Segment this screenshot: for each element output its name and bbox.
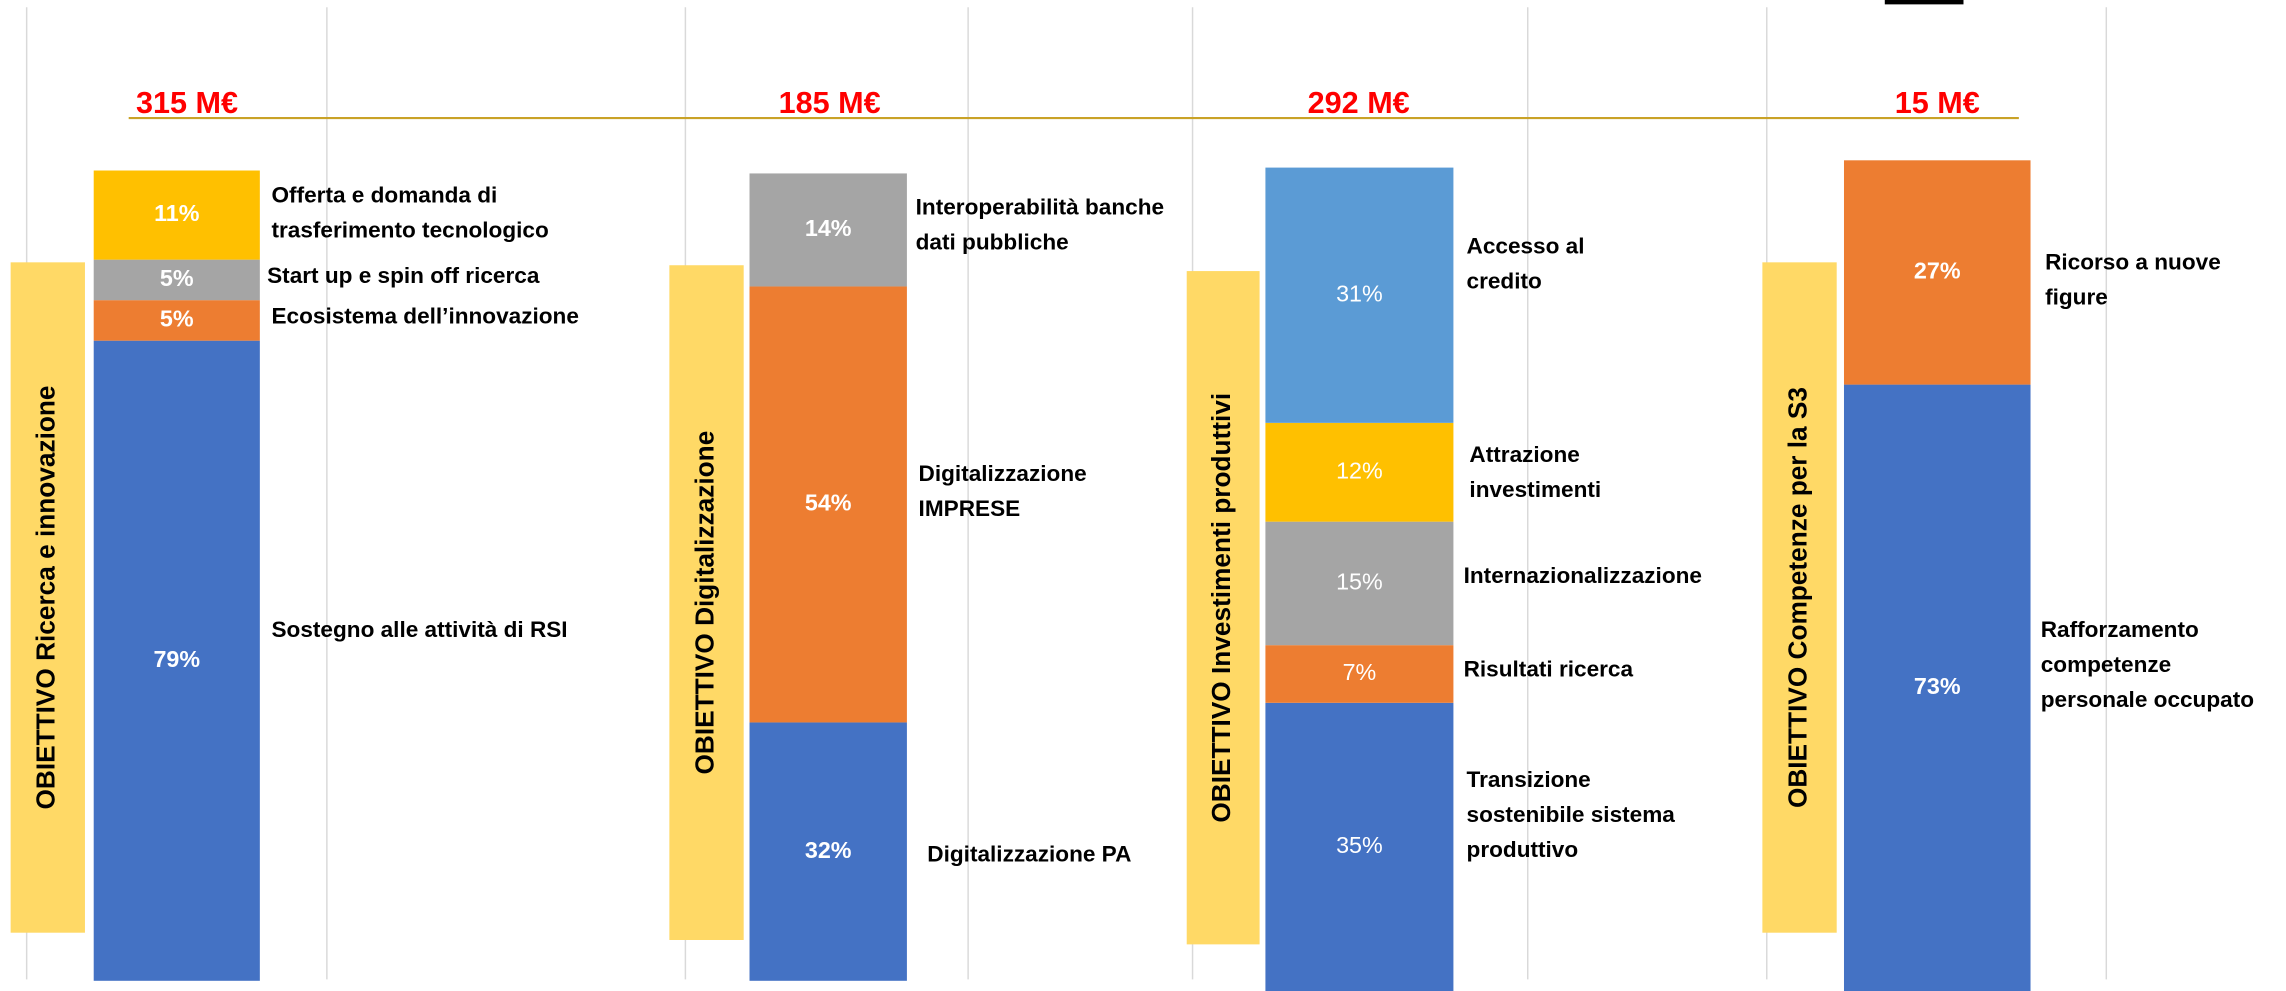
segment-label: figure: [2045, 285, 2108, 310]
value-label: 54%: [805, 490, 852, 516]
segment-label: Sostegno alle attività di RSI: [272, 617, 568, 642]
value-label: 7%: [1343, 659, 1377, 685]
value-label: 35%: [1336, 832, 1383, 858]
bar-segment: [1265, 521, 1454, 646]
objective-label: OBIETTIVO Competenze per la S3: [1782, 387, 1812, 808]
bar-segment: [1843, 160, 2031, 385]
bar-segment: [1265, 167, 1454, 423]
value-label: 5%: [160, 306, 194, 332]
segment-label: Interoperabilità banche: [916, 194, 1164, 219]
bar-segment: [749, 286, 907, 723]
segment-label: Internazionalizzazione: [1464, 563, 1702, 588]
segment-label: sostenibile sistema: [1467, 802, 1676, 827]
value-label: 32%: [805, 837, 852, 863]
segment-label: Offerta e domanda di: [272, 183, 498, 208]
objective-label: OBIETTIVO Ricerca e innovazione: [31, 386, 61, 810]
value-label: 14%: [805, 215, 852, 241]
segment-label: Digitalizzazione: [919, 461, 1087, 486]
segment-label: Transizione: [1467, 767, 1591, 792]
segment-label: Ricorso a nuove: [2045, 250, 2221, 275]
value-label: 73%: [1914, 673, 1961, 699]
value-label: 12%: [1336, 457, 1383, 483]
segment-label: dati pubbliche: [916, 229, 1069, 254]
value-label: 11%: [154, 200, 200, 226]
chart-title: 315 M€: [136, 86, 238, 120]
bar-segment: [93, 300, 260, 341]
segment-label: Rafforzamento: [2041, 617, 2199, 642]
segment-label: produttivo: [1467, 837, 1579, 862]
segment-label: credito: [1467, 269, 1542, 294]
bar-segment: [1265, 645, 1454, 703]
bar-segment: [749, 173, 907, 287]
segment-label: Attrazione: [1469, 442, 1579, 467]
bar-segment: [1265, 702, 1454, 991]
objective-box: [1186, 271, 1260, 945]
bar-segment: [749, 722, 907, 981]
value-label: 79%: [153, 646, 200, 672]
objective-box: [669, 265, 744, 940]
chart-title: 292 M€: [1308, 86, 1410, 120]
segment-label: investimenti: [1469, 477, 1601, 502]
segment-label: Accesso al: [1467, 234, 1585, 259]
bar-segment: [93, 340, 260, 981]
objective-box: [1762, 262, 1837, 933]
segment-label: IMPRESE: [919, 496, 1021, 521]
segment-label: Ecosistema dell’innovazione: [272, 304, 579, 329]
objective-box: [10, 262, 85, 933]
bar-segment: [1843, 384, 2031, 991]
chart-title: 15 M€: [1895, 86, 1980, 120]
objective-label: OBIETTIVO Digitalizzazione: [689, 431, 719, 775]
value-label: 27%: [1914, 258, 1961, 284]
corner-mark: [1884, 0, 1964, 5]
segment-label: competenze: [2041, 652, 2172, 677]
value-label: 15%: [1336, 569, 1383, 595]
segment-label: Digitalizzazione PA: [927, 841, 1131, 866]
bar-segment: [93, 170, 260, 260]
chart-title: 185 M€: [779, 86, 881, 120]
objective-label: OBIETTIVO Investimenti produttivi: [1206, 393, 1236, 823]
bar-segment: [93, 259, 260, 301]
bar-segment: [1265, 422, 1454, 522]
segment-label: trasferimento tecnologico: [272, 218, 549, 243]
segment-label: Start up e spin off ricerca: [267, 263, 540, 288]
value-label: 31%: [1336, 280, 1383, 306]
segment-label: Risultati ricerca: [1464, 656, 1634, 681]
value-label: 5%: [160, 265, 194, 291]
segment-label: personale occupato: [2041, 687, 2254, 712]
